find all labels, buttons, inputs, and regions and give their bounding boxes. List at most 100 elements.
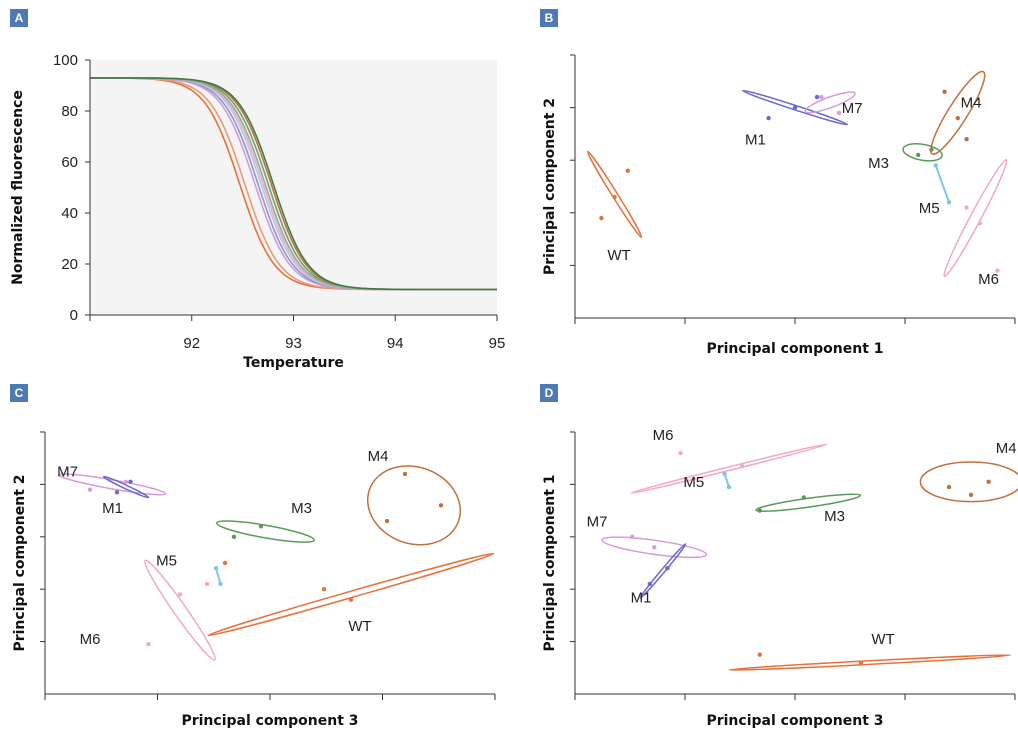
- cluster-point-m5: [933, 163, 938, 168]
- x-axis-title: Principal component 1: [706, 341, 883, 357]
- cluster-ellipse-m4: [919, 461, 1018, 503]
- cluster-ellipse-m1: [639, 543, 687, 599]
- cluster-point-m3: [916, 152, 921, 158]
- cluster-label-m3: M3: [291, 500, 312, 517]
- cluster-label-m6: M6: [978, 271, 999, 288]
- cluster-point-m6: [177, 592, 183, 597]
- cluster-line-m5: [934, 165, 950, 203]
- x-tick-label: 92: [183, 335, 200, 352]
- cluster-label-wt: WT: [607, 247, 630, 264]
- cluster-label-m4: M4: [996, 440, 1017, 457]
- cluster-point-m3: [231, 534, 237, 539]
- cluster-point-m4: [438, 503, 444, 508]
- cluster-point-m4: [402, 471, 408, 477]
- cluster-label-m4: M4: [368, 448, 389, 465]
- cluster-point-m6: [678, 450, 683, 456]
- cluster-label-m1: M1: [102, 500, 123, 517]
- melt-curve-10: [90, 77, 497, 291]
- panel-badge-c: C: [10, 384, 28, 402]
- pca-chart-d: M6 M5 M4 M3 M7 M1 WT Principal component 3 Princ…: [542, 427, 1018, 729]
- panel-a: A 0 20 40 60 80 100 92 93 94 95 Temperature Normali…: [0, 0, 510, 371]
- cluster-ellipse-m4: [930, 70, 986, 155]
- cluster-ellipse-wt: [586, 150, 643, 239]
- cluster-line-m5: [723, 473, 730, 488]
- panel-badge-d: D: [540, 384, 558, 402]
- cluster-point-wt: [348, 597, 354, 602]
- cluster-point-wt: [757, 652, 762, 657]
- cluster-label-m5: M5: [919, 200, 940, 217]
- cluster-point-wt: [321, 587, 327, 592]
- cluster-point-m7: [819, 94, 824, 100]
- y-axis-title: Normalized fluorescence: [10, 90, 26, 285]
- cluster-point-m5: [218, 581, 223, 587]
- cluster-ellipse-m7: [601, 536, 708, 559]
- cluster-point-m1: [665, 566, 670, 571]
- cluster-ellipse-m6: [144, 559, 216, 661]
- x-axis-title: Principal component 3: [706, 713, 883, 729]
- cluster-point-m4: [968, 492, 974, 498]
- cluster-ellipse-m3: [215, 520, 316, 543]
- cluster-point-m1: [792, 105, 798, 110]
- cluster-point-m3: [258, 524, 264, 529]
- cluster-ellipse-wt: [207, 552, 495, 637]
- cluster-point-m5: [946, 200, 952, 205]
- panel-badge-a: A: [10, 9, 28, 27]
- cluster-point-m7: [123, 479, 129, 484]
- cluster-label-m7: M7: [842, 100, 863, 117]
- y-tick-label: 0: [70, 307, 78, 324]
- cluster-point-wt: [858, 660, 864, 665]
- pca-chart-b: WT M1 M7 M3 M4 M5 M6 Principal component 1 Princ…: [542, 54, 1016, 357]
- cluster-point-m4: [942, 89, 947, 95]
- cluster-label-m1: M1: [631, 589, 652, 606]
- cluster-point-wt: [599, 215, 604, 221]
- y-tick-label: 60: [61, 154, 78, 171]
- cluster-point-m7: [652, 545, 657, 550]
- cluster-ellipse-m7: [804, 91, 856, 114]
- cluster-point-m6: [964, 205, 969, 210]
- cluster-point-m3: [757, 508, 762, 513]
- cluster-label-m3: M3: [868, 155, 889, 172]
- cluster-point-m6: [995, 268, 1000, 273]
- melt-curve-chart: 0 20 40 60 80 100 92 93 94 95 Temperature Normalize…: [10, 52, 506, 371]
- cluster-point-m6: [146, 642, 151, 647]
- plot-area: [90, 60, 497, 315]
- cluster-point-m7: [87, 487, 93, 492]
- y-tick-label: 20: [61, 256, 78, 273]
- cluster-label-wt: WT: [348, 618, 371, 635]
- x-tick-label: 95: [489, 335, 506, 352]
- cluster-point-m1: [114, 490, 120, 495]
- cluster-point-m5: [726, 484, 732, 490]
- cluster-label-m6: M6: [80, 631, 101, 648]
- cluster-point-wt: [222, 560, 228, 566]
- cluster-ellipse-m6: [630, 443, 828, 494]
- cluster-label-m7: M7: [587, 513, 608, 530]
- x-tick-label: 93: [285, 335, 302, 352]
- y-axis-title: Principal component 1: [542, 474, 558, 651]
- cluster-point-m5: [213, 566, 219, 571]
- cluster-point-m7: [836, 110, 842, 116]
- cluster-point-m1: [766, 115, 771, 121]
- cluster-ellipse-m3: [902, 143, 943, 162]
- cluster-label-m4: M4: [961, 95, 982, 112]
- cluster-ellipse-m4: [366, 465, 462, 546]
- x-tick-label: 94: [387, 335, 404, 352]
- cluster-point-m6: [977, 221, 982, 226]
- cluster-point-wt: [625, 168, 630, 173]
- x-axis-title: Principal component 3: [181, 713, 358, 729]
- y-tick-label: 100: [53, 52, 78, 69]
- cluster-label-m7: M7: [57, 464, 78, 481]
- cluster-label-m6: M6: [653, 427, 674, 444]
- panel-d: D M6 M5 M4 M3 M7 M1 WT Principal component 3 Pri…: [530, 372, 1018, 729]
- cluster-point-m3: [801, 495, 806, 500]
- cluster-label-wt: WT: [871, 631, 894, 648]
- cluster-label-m1: M1: [745, 131, 766, 148]
- cluster-ellipse-m6: [943, 158, 1008, 278]
- cluster-ellipse-m3: [755, 493, 862, 513]
- cluster-point-m4: [986, 479, 991, 484]
- cluster-point-m1: [128, 479, 133, 484]
- x-axis-title: Temperature: [243, 355, 344, 371]
- panel-c: C M7 M1 M3 M4 M5 M6 WT Principal component 3 Pri…: [0, 372, 510, 729]
- y-axis-title: Principal component 2: [12, 474, 28, 651]
- panel-b: B WT M1 M7 M3 M4 M5 M6 Principal component 1 Pri…: [530, 0, 1018, 370]
- cluster-label-m5: M5: [156, 553, 177, 570]
